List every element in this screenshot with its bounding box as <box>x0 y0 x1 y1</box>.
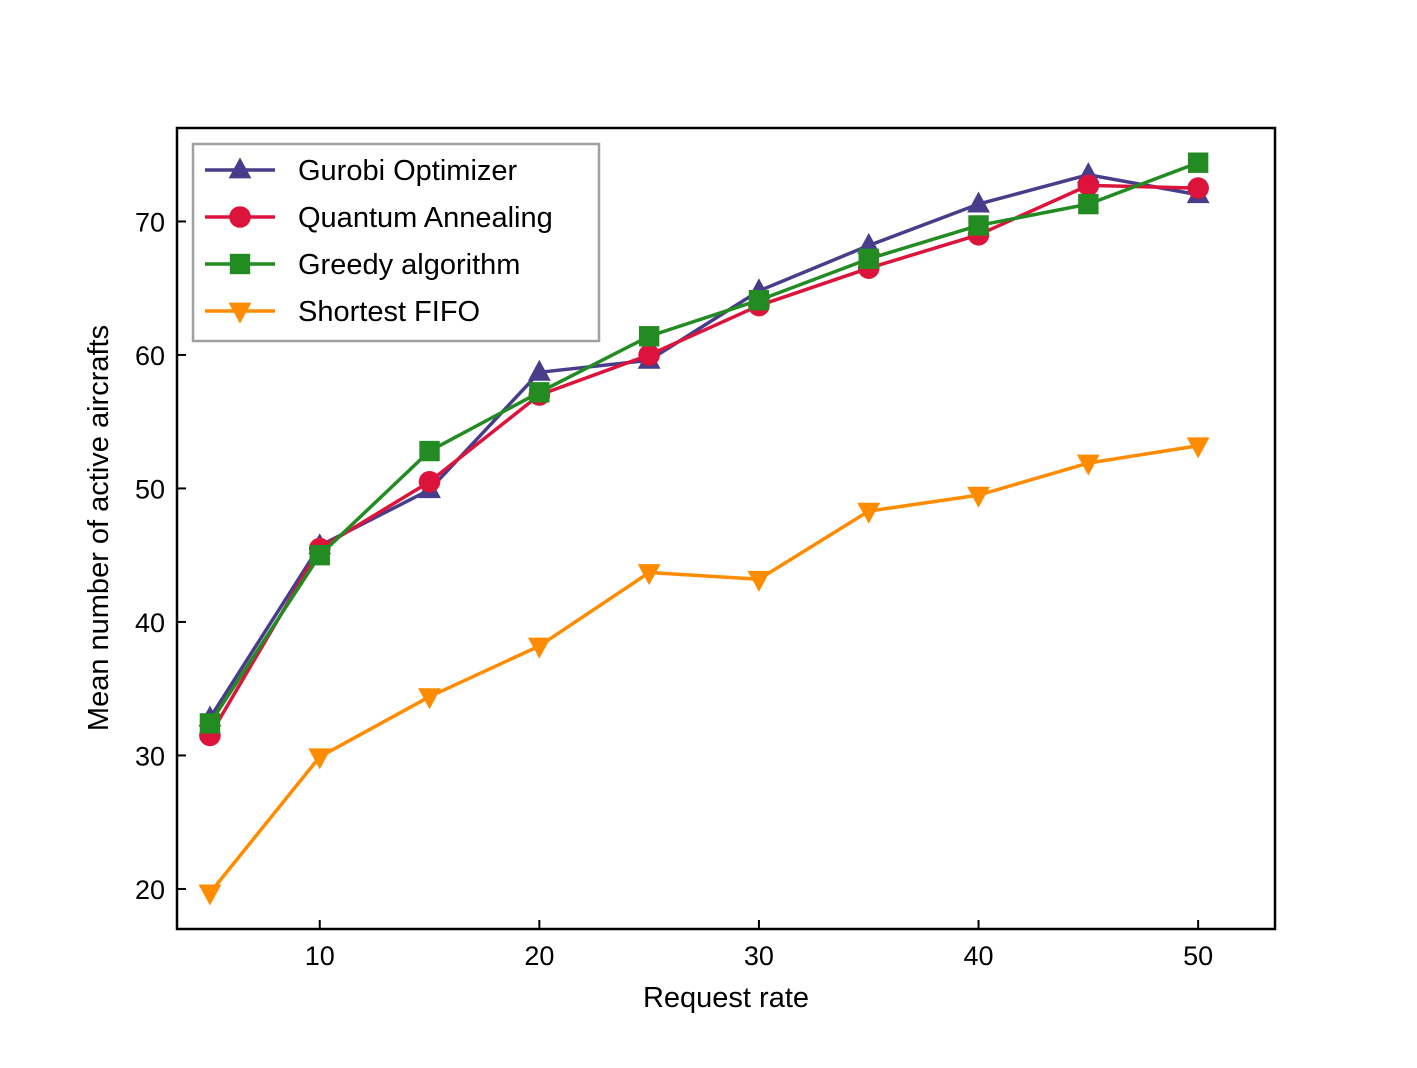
x-tick-label: 50 <box>1183 941 1213 971</box>
data-point-quantum-annealing <box>1077 174 1100 197</box>
data-point-greedy-algorithm <box>748 290 770 311</box>
data-point-greedy-algorithm <box>1078 193 1099 215</box>
legend-entry-gurobi-optimizer: Gurobi Optimizer <box>205 155 518 187</box>
legend-box <box>191 142 601 343</box>
data-point-greedy-algorithm <box>638 326 660 347</box>
data-point-shortest-fifo <box>747 570 771 592</box>
x-tick-label: 10 <box>305 941 335 971</box>
x-tick-label: 40 <box>964 941 994 971</box>
y-tick-label: 70 <box>135 207 165 237</box>
data-point-shortest-fifo <box>527 637 551 659</box>
x-axis-label: Request rate <box>643 982 809 1014</box>
legend-label: Quantum Annealing <box>298 202 553 234</box>
data-point-greedy-algorithm <box>968 215 989 236</box>
legend-marker <box>228 157 252 179</box>
data-point-shortest-fifo <box>418 688 441 710</box>
series-layer <box>198 152 1210 906</box>
x-tick-label: 30 <box>744 941 774 971</box>
data-point-greedy-algorithm <box>1187 152 1209 173</box>
data-point-shortest-fifo <box>967 486 990 508</box>
legend-entry-greedy-algorithm: Greedy algorithm <box>205 249 520 281</box>
data-point-gurobi-optimizer <box>967 191 990 213</box>
series-line-greedy-algorithm <box>208 161 1199 725</box>
legend-label: Gurobi Optimizer <box>298 155 518 187</box>
legend: Gurobi Optimizer Quantum Annealing Greedy … <box>191 142 601 343</box>
legend-entry-quantum-annealing: Quantum Annealing <box>205 202 553 234</box>
plot-frame <box>175 126 1277 931</box>
data-point-shortest-fifo <box>1186 437 1210 459</box>
legend-marker <box>229 253 251 275</box>
series-line-shortest-fifo <box>208 444 1199 895</box>
data-point-quantum-annealing <box>1187 177 1209 199</box>
y-axis-label: Mean number of active aircrafts <box>83 325 115 731</box>
x-tick-label: 20 <box>524 941 554 971</box>
series-line-gurobi-optimizer <box>208 172 1199 720</box>
y-tick-label: 50 <box>135 474 165 504</box>
data-point-gurobi-optimizer <box>527 359 551 381</box>
data-point-greedy-algorithm <box>419 440 440 462</box>
series-line-quantum-annealing <box>208 183 1199 737</box>
data-point-quantum-annealing <box>418 470 441 493</box>
data-point-greedy-algorithm <box>529 382 550 403</box>
legend-marker <box>229 206 251 228</box>
legend-entries: Gurobi Optimizer Quantum Annealing Greedy … <box>205 155 553 328</box>
y-tick-label: 30 <box>135 741 165 771</box>
data-point-shortest-fifo <box>198 884 222 906</box>
data-point-shortest-fifo <box>1076 454 1100 476</box>
data-point-greedy-algorithm <box>199 713 221 734</box>
legend-entry-shortest-fifo: Shortest FIFO <box>205 296 480 328</box>
data-point-quantum-annealing <box>638 344 660 366</box>
y-tick-label: 20 <box>135 875 165 905</box>
data-point-shortest-fifo <box>308 748 332 770</box>
data-point-shortest-fifo <box>637 564 661 586</box>
legend-marker <box>228 302 252 324</box>
series-greedy-algorithm <box>199 152 1209 734</box>
y-tick-label: 60 <box>135 341 165 371</box>
data-point-greedy-algorithm <box>309 545 330 566</box>
ticks-layer: 10 20 30 40 50 20 30 40 50 60 70 <box>135 207 1213 971</box>
data-point-shortest-fifo <box>857 502 881 524</box>
data-point-greedy-algorithm <box>858 248 879 270</box>
series-shortest-fifo <box>198 437 1210 906</box>
legend-label: Shortest FIFO <box>298 296 480 328</box>
legend-label: Greedy algorithm <box>298 249 520 281</box>
y-tick-label: 40 <box>135 608 165 638</box>
